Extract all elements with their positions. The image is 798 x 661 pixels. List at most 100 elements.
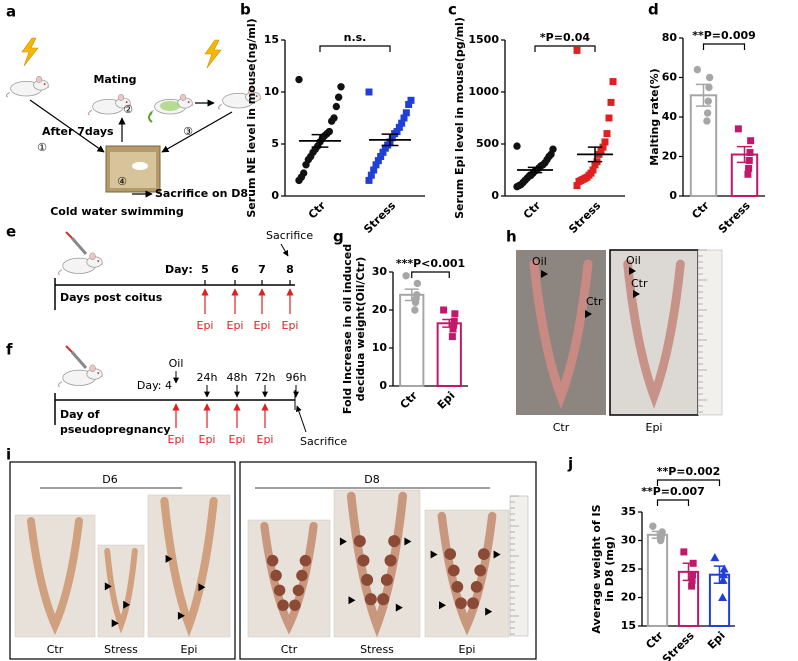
data-point [370, 166, 378, 174]
y-axis-label: Serum NE level in mouse(ng/ml) [245, 18, 258, 217]
data-point [381, 144, 389, 152]
implantation-site [467, 597, 479, 610]
label: After 7days [42, 125, 114, 138]
implantation-site [384, 554, 397, 567]
data-point [451, 310, 459, 318]
arrowhead-marker [629, 267, 636, 275]
ruler [509, 495, 529, 637]
implantation-site [477, 548, 490, 561]
label: Oil [169, 357, 184, 370]
label: D6 [102, 473, 117, 486]
data-point [680, 548, 688, 556]
data-point [575, 177, 583, 185]
data-point [573, 182, 581, 190]
arrowhead-marker [485, 607, 493, 616]
data-point [405, 100, 413, 108]
arrowhead-marker [165, 554, 173, 563]
data-point [302, 161, 310, 169]
implantation-site [296, 569, 308, 582]
x-tick-label: Stress [716, 199, 753, 236]
mouse-icon [6, 75, 50, 98]
data-point [513, 182, 521, 191]
significance-bracket [656, 499, 690, 506]
data-point [411, 298, 420, 307]
arrowhead-marker [633, 290, 640, 298]
y-tick-label: 35 [621, 505, 636, 518]
x-tick-label: Stress [361, 199, 398, 236]
y-tick-label: 1500 [468, 33, 499, 46]
label: Oil [626, 254, 641, 267]
label: 72h [255, 371, 276, 384]
panel-label: j [567, 455, 573, 473]
implantation-site [455, 597, 467, 610]
y-tick-label: 10 [264, 85, 280, 98]
label: Sacrifice on D8 [155, 187, 248, 200]
data-point [295, 176, 303, 185]
label: Day: [165, 263, 193, 276]
panel-label: i [6, 446, 11, 464]
photo [424, 509, 510, 638]
lightning-icon [204, 39, 222, 69]
implantation-site [444, 548, 457, 561]
data-point [704, 97, 712, 105]
significance-bracket [319, 45, 391, 52]
data-point [367, 171, 375, 179]
label: Epi [197, 319, 214, 332]
data-point [719, 570, 729, 579]
implantation-site [474, 564, 487, 577]
y-tick-label: 30 [372, 265, 388, 278]
data-point [440, 306, 448, 314]
arrowhead-marker [177, 611, 185, 620]
y-tick-label: 0 [669, 189, 677, 202]
data-point [705, 73, 714, 82]
label: Cold water swimming [50, 205, 184, 218]
label: 96h [286, 371, 307, 384]
data-point [746, 149, 754, 157]
data-point [603, 130, 611, 138]
y-tick-label: 20 [372, 303, 388, 316]
y-axis-label: in D8 (mg) [603, 536, 616, 601]
data-point [402, 272, 410, 280]
implantation-site [388, 535, 401, 548]
implantation-site [289, 599, 301, 611]
data-point [334, 93, 343, 101]
implantation-site [353, 535, 366, 548]
data-point [689, 559, 697, 567]
error-bar [587, 146, 603, 163]
label: Day of [60, 408, 100, 421]
significance-label: ***P<0.001 [396, 257, 465, 270]
label: 24h [197, 371, 218, 384]
syringe [70, 351, 88, 369]
data-point [656, 536, 665, 545]
data-point [377, 152, 385, 160]
data-point [688, 582, 696, 590]
arrowhead-marker [585, 310, 592, 318]
y-axis-label: Average weight of IS [590, 504, 603, 633]
data-point [601, 138, 609, 146]
data-point [718, 593, 728, 601]
y-tick-label: 20 [621, 591, 637, 604]
implantation-site [380, 573, 393, 586]
uterus [160, 496, 218, 637]
implantation-site [377, 593, 390, 606]
data-point [609, 78, 617, 86]
implantation-site [266, 554, 279, 567]
significance-label: **P=0.009 [692, 29, 756, 42]
label: Epi [257, 433, 274, 446]
label: D8 [364, 473, 379, 486]
data-point [689, 571, 697, 579]
photo-frame [239, 461, 537, 660]
photo-caption: Epi [459, 643, 476, 656]
significance-label: n.s. [344, 31, 367, 44]
panel-label: d [648, 1, 659, 19]
data-point [745, 156, 753, 164]
y-tick-label: 1000 [468, 85, 499, 98]
label: Ctr [631, 277, 648, 290]
y-axis-label: decidua weight(Oil/Ctr) [354, 257, 367, 402]
label: Oil [532, 255, 547, 268]
mouse-icon [58, 252, 104, 276]
data-point [450, 317, 458, 325]
label: Mating [93, 73, 136, 86]
error-bar [311, 133, 329, 148]
label: 6 [231, 263, 239, 276]
